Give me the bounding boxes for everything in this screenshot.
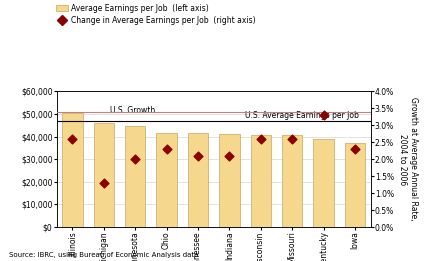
Point [69,137,76,141]
Point [351,147,358,151]
Point [132,157,139,161]
Point [163,147,170,151]
Bar [313,139,334,227]
Bar [282,135,302,227]
Point [289,137,296,141]
Bar [62,113,82,227]
Point [320,113,327,117]
Text: Source: IBRC, using Bureau of Economic Analysis data: Source: IBRC, using Bureau of Economic A… [9,252,198,258]
Bar [157,133,177,227]
Bar [94,123,114,227]
Text: U.S. Average Earnings per Job: U.S. Average Earnings per Job [245,111,359,120]
Point [257,137,264,141]
Legend: Average Earnings per Job  (left axis), Change in Average Earnings per Job  (righ: Average Earnings per Job (left axis), Ch… [56,4,256,25]
Point [100,181,107,185]
Y-axis label: Growth at Average Annual Rate,
2004 to 2006: Growth at Average Annual Rate, 2004 to 2… [398,97,418,221]
Bar [219,134,239,227]
Point [194,154,201,158]
Bar [125,126,145,227]
Bar [345,143,365,227]
Bar [188,133,208,227]
Text: U.S. Growth: U.S. Growth [110,106,155,115]
Bar [251,135,271,227]
Point [226,154,233,158]
